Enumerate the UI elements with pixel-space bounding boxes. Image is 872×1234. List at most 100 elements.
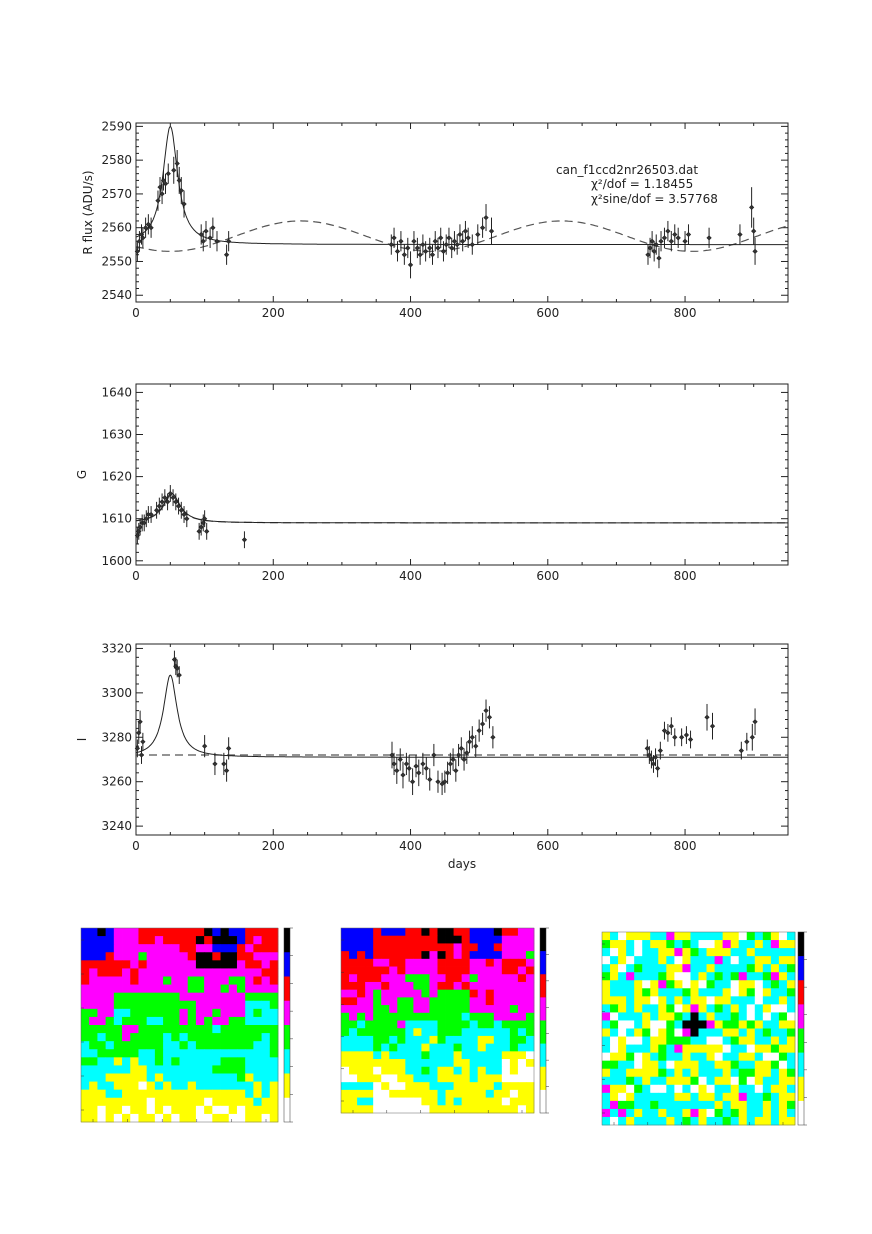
heatmap-cell [602, 1116, 611, 1126]
heatmap-cell [365, 1005, 374, 1014]
heatmap-cell [429, 974, 438, 983]
heatmap-cell [618, 1020, 627, 1029]
heatmap-cell [477, 935, 487, 944]
heatmap-cell [501, 1105, 511, 1114]
heatmap-cell [105, 1008, 115, 1018]
heatmap-cell [738, 1068, 748, 1078]
heatmap-cell [146, 952, 156, 961]
heatmap-cell [413, 989, 422, 998]
heatmap-cell [236, 968, 246, 977]
heatmap-cell [477, 958, 487, 967]
y-tick-label: 3240 [101, 819, 132, 833]
heatmap-cell [770, 972, 780, 981]
heatmap-cell [618, 964, 627, 973]
y-tick-label: 2580 [101, 153, 132, 167]
heatmap-cell [762, 1028, 772, 1037]
heatmap-cell [154, 1041, 164, 1050]
heatmap-cell [690, 1020, 699, 1029]
y-tick-label: 1620 [101, 470, 132, 484]
heatmap-cell [469, 981, 479, 991]
heatmap-cell [738, 1116, 748, 1126]
heatmap-cell [786, 988, 796, 997]
heatmap-cell [421, 1105, 430, 1114]
heatmap-cell [770, 964, 780, 973]
x-tick-label: 200 [262, 839, 285, 853]
heatmap-cell [525, 1012, 535, 1021]
point-marker [749, 734, 755, 740]
heatmap-cell [429, 1035, 438, 1045]
heatmap-cell [341, 958, 350, 967]
point-marker [162, 181, 169, 187]
heatmap-cell [714, 972, 724, 981]
heatmap-cell [786, 940, 796, 949]
heatmap-cell [236, 1000, 246, 1010]
heatmap-cell [509, 943, 519, 952]
heatmap-cell [650, 932, 659, 941]
heatmap-cell [405, 1028, 414, 1037]
point-marker [401, 252, 407, 258]
heatmap-cell [171, 1016, 180, 1026]
heatmap-cell [357, 1020, 366, 1029]
heatmap-cell [493, 1005, 503, 1014]
heatmap-cell [730, 932, 740, 941]
heatmap-cell [650, 1052, 659, 1062]
point-marker [175, 503, 182, 509]
heatmap-cell [690, 1084, 699, 1094]
heatmap-cell [212, 928, 221, 937]
heatmap-cell [626, 1108, 635, 1118]
heatmap-cell [501, 1020, 511, 1029]
heatmap-cell [610, 1092, 619, 1102]
heatmap-cell [674, 1028, 683, 1037]
heatmap-cell [706, 1036, 715, 1045]
heatmap-cell [501, 1035, 511, 1045]
heatmap-cell [762, 1020, 772, 1029]
heatmap-cell [477, 1005, 487, 1014]
heatmap-cell [525, 1051, 535, 1060]
heatmap-cell [602, 1052, 611, 1062]
point-marker [668, 238, 674, 244]
heatmap-cell [261, 968, 271, 977]
heatmap-cell [682, 1068, 691, 1078]
heatmap-cell [509, 935, 519, 944]
x-tick-label: 600 [536, 306, 559, 320]
heatmap-cell [405, 1012, 414, 1021]
heatmap-cell [261, 1105, 271, 1115]
point-marker [752, 248, 758, 254]
heatmap-cell [89, 944, 98, 953]
heatmap-cell [525, 966, 535, 975]
heatmap-frame [601, 931, 796, 1126]
data-point [443, 234, 449, 255]
heatmap-cell [341, 1028, 350, 1037]
heatmap-cell [682, 1092, 691, 1102]
heatmap-cell [349, 1097, 358, 1106]
x-tick-label: 0 [132, 569, 140, 583]
heatmap-cell [501, 989, 511, 998]
heatmap-cell [517, 1105, 527, 1114]
heatmap-cell [405, 951, 414, 960]
data-point [138, 224, 145, 245]
heatmap-cell [146, 1097, 156, 1107]
heatmap-cell [389, 1074, 398, 1083]
heatmap-cell [698, 1116, 707, 1126]
data-point [171, 156, 177, 184]
point-marker [678, 734, 685, 740]
heatmap-cell [105, 992, 115, 1002]
heatmap-cell [269, 992, 279, 1002]
heatmap-cell [698, 932, 707, 941]
heatmap-cell [762, 1044, 772, 1054]
heatmap-cell [113, 1113, 123, 1123]
heatmap-cell [461, 1005, 471, 1014]
heatmap-cell [122, 944, 131, 953]
point-marker [148, 511, 154, 518]
heatmap-cell [261, 1073, 271, 1082]
heatmap-cell [163, 1057, 172, 1066]
heatmap-cell [122, 952, 131, 961]
heatmap-cell [525, 1043, 535, 1052]
heatmap-cell [714, 1060, 724, 1070]
heatmap-cell [469, 1035, 479, 1045]
heatmap-cell [722, 964, 732, 973]
heatmap-cell [786, 964, 796, 973]
heatmap-cell [690, 1076, 699, 1086]
heatmap-cell [220, 968, 230, 977]
